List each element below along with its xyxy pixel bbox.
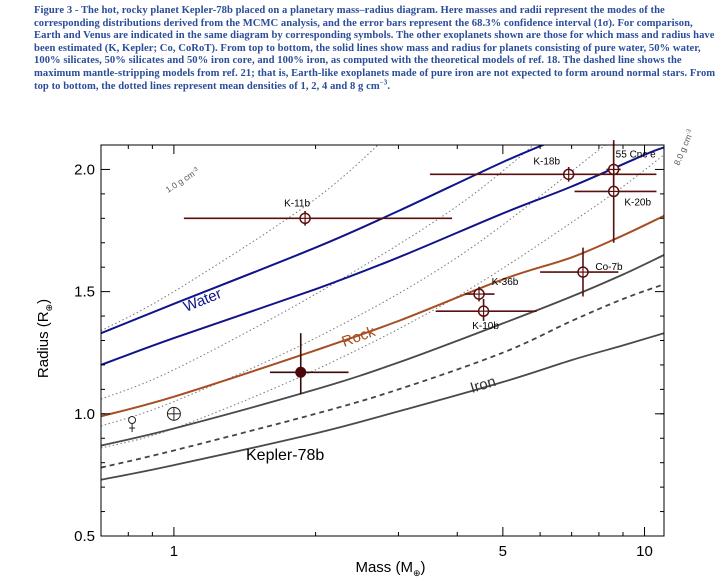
x-axis-label: Mass (M⊕) xyxy=(355,559,425,578)
y-axis-label: Radius (R⊕) xyxy=(35,299,54,378)
density-line-2 xyxy=(101,145,535,400)
density-label-1-sup: -3 xyxy=(192,166,200,174)
x-tick-label: 1 xyxy=(170,543,178,560)
y-axis-label-sub: ⊕ xyxy=(44,304,54,312)
density-lines xyxy=(101,145,664,449)
iron-curve-label: Iron xyxy=(468,373,498,397)
point-k-11b-label: K-11b xyxy=(284,198,310,209)
curve-iron-5 xyxy=(101,332,664,481)
caption-text: Figure 3 - The hot, rocky planet Kepler-… xyxy=(34,5,716,92)
point-k-18b-label: K-18b xyxy=(533,156,560,167)
density-line-4 xyxy=(101,154,664,449)
curve-rock-3 xyxy=(101,214,664,418)
water-curve-label: Water xyxy=(181,285,224,316)
venus-symbol xyxy=(128,416,137,425)
figure-caption: Figure 3 - The hot, rocky planet Kepler-… xyxy=(34,5,716,93)
y-tick-label: 0.5 xyxy=(74,528,95,545)
density-label-8-main: 8.0 g cm xyxy=(672,133,694,167)
x-axis-label-end: ) xyxy=(421,559,426,576)
composition-curves xyxy=(101,145,664,481)
point-k-10b-label: K-10b xyxy=(472,321,499,332)
kepler-78b-label: Kepler-78b xyxy=(246,447,324,464)
y-tick-label: 1.0 xyxy=(74,406,95,423)
caption-end: . xyxy=(387,80,391,92)
point-55-cnc-e-label: 55 Cnc e xyxy=(616,149,656,160)
density-label-1: 1.0 g cm-3 xyxy=(164,165,202,194)
mantle-stripping-dashed-line xyxy=(101,283,664,469)
point-k-20b-label: K-20b xyxy=(624,197,651,208)
x-axis-label-main: Mass (M xyxy=(355,559,413,576)
curve-water-2 xyxy=(101,146,664,366)
density-label-8: 8.0 g cm-3 xyxy=(672,127,696,166)
y-axis-label-main: Radius (R xyxy=(35,311,52,378)
caption-superscript: −3 xyxy=(379,78,388,87)
density-line-3 xyxy=(101,145,607,427)
exoplanet-points: K-11b K-18b 55 Cnc e K-20b Co-7b K-36b K-10b xyxy=(128,140,657,433)
curve-water-1 xyxy=(101,145,546,335)
y-tick-label: 1.5 xyxy=(74,284,95,301)
x-axis-label-sub: ⊕ xyxy=(413,568,421,578)
point-kepler-78b-marker xyxy=(295,366,307,378)
plot-frame xyxy=(100,144,665,537)
point-k-36b-label: K-36b xyxy=(492,277,519,288)
rock-curve-label: Rock xyxy=(340,323,378,351)
density-label-8-sup: -3 xyxy=(685,128,693,136)
y-axis-label-end: ) xyxy=(35,299,52,304)
point-co-7b-label: Co-7b xyxy=(595,262,623,273)
density-line-1 xyxy=(101,145,379,332)
density-label-1-main: 1.0 g cm xyxy=(164,169,197,195)
x-tick-label: 5 xyxy=(499,543,507,560)
y-tick-label: 2.0 xyxy=(74,161,95,178)
x-tick-label: 10 xyxy=(636,543,653,560)
curve-iron-4 xyxy=(101,254,664,447)
